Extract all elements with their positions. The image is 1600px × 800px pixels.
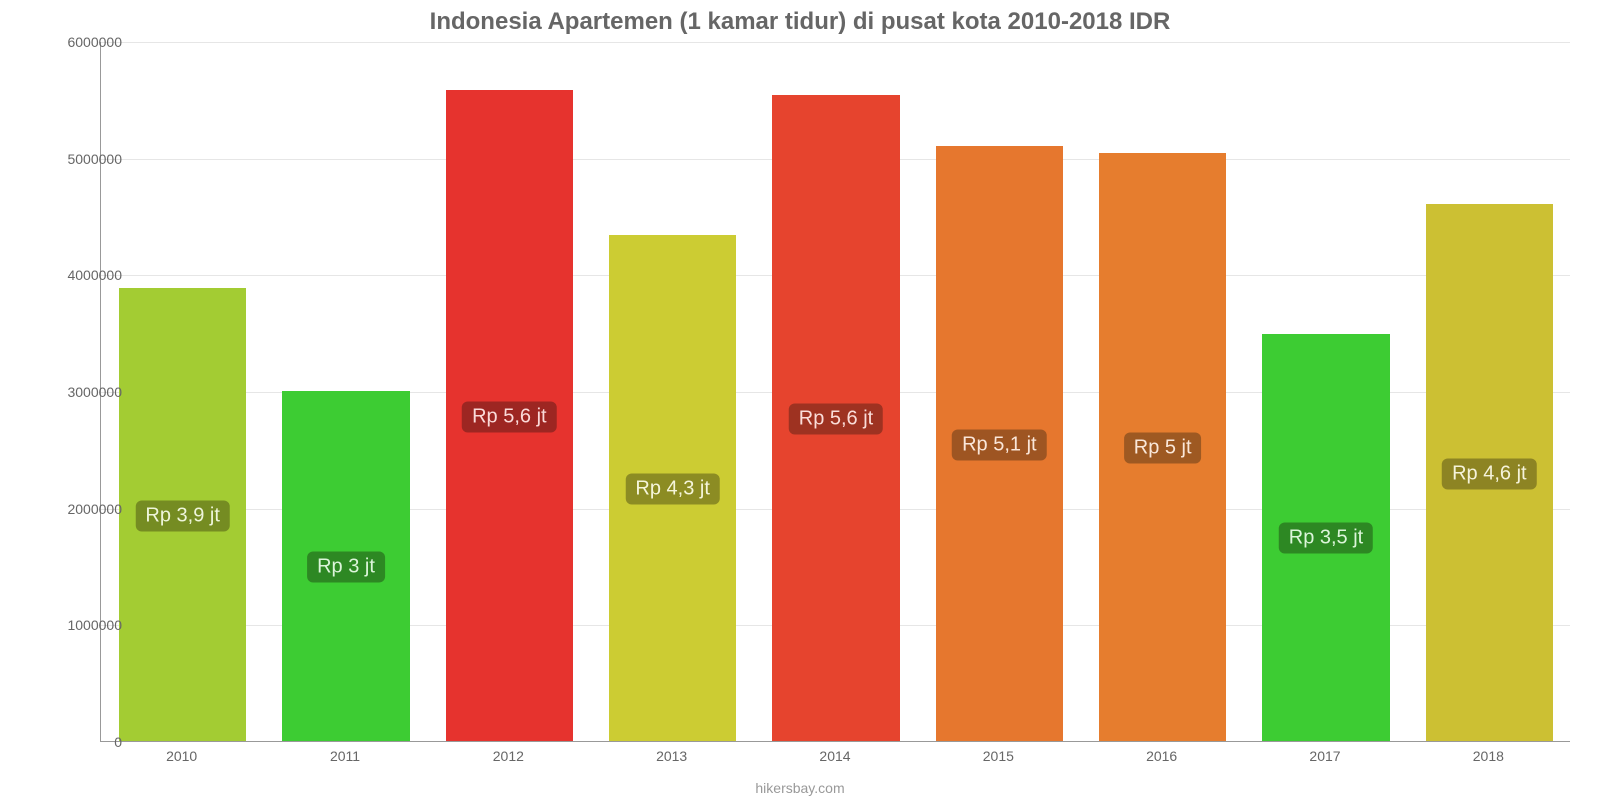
- y-axis-tick-label: 0: [32, 734, 122, 750]
- chart-title: Indonesia Apartemen (1 kamar tidur) di p…: [0, 8, 1600, 36]
- plot-area: Rp 3,9 jt Rp 3 jt Rp 5,6 jt Rp 4,3 jt Rp 5,6…: [100, 42, 1570, 742]
- x-axis-tick-label: 2013: [656, 748, 687, 764]
- bar-value-label: Rp 4,6 jt: [1442, 458, 1536, 489]
- x-axis-tick-label: 2012: [493, 748, 524, 764]
- x-axis-tick-label: 2015: [983, 748, 1014, 764]
- y-axis-tick-label: 4000000: [32, 267, 122, 283]
- x-axis-tick-label: 2011: [330, 748, 360, 764]
- x-axis-tick-label: 2016: [1146, 748, 1177, 764]
- bar-value-label: Rp 3 jt: [307, 552, 385, 583]
- bar-value-label: Rp 5,6 jt: [789, 403, 883, 434]
- bar-value-label: Rp 5 jt: [1124, 433, 1202, 464]
- chart-container: Indonesia Apartemen (1 kamar tidur) di p…: [0, 0, 1600, 800]
- attribution-text: hikersbay.com: [0, 780, 1600, 796]
- y-axis-tick-label: 2000000: [32, 501, 122, 517]
- bar-value-label: Rp 5,1 jt: [952, 429, 1046, 460]
- y-axis-tick-label: 6000000: [32, 34, 122, 50]
- gridline: [101, 42, 1570, 43]
- bar-value-label: Rp 5,6 jt: [462, 401, 556, 432]
- bar-value-label: Rp 3,5 jt: [1279, 523, 1373, 554]
- y-axis-tick-label: 3000000: [32, 384, 122, 400]
- bar-value-label: Rp 3,9 jt: [135, 500, 229, 531]
- x-axis-tick-label: 2018: [1473, 748, 1504, 764]
- y-axis-tick-label: 5000000: [32, 151, 122, 167]
- x-axis-tick-label: 2010: [166, 748, 197, 764]
- x-axis-tick-label: 2014: [819, 748, 850, 764]
- x-axis-tick-label: 2017: [1309, 748, 1340, 764]
- y-axis-tick-label: 1000000: [32, 617, 122, 633]
- bar-value-label: Rp 4,3 jt: [625, 473, 719, 504]
